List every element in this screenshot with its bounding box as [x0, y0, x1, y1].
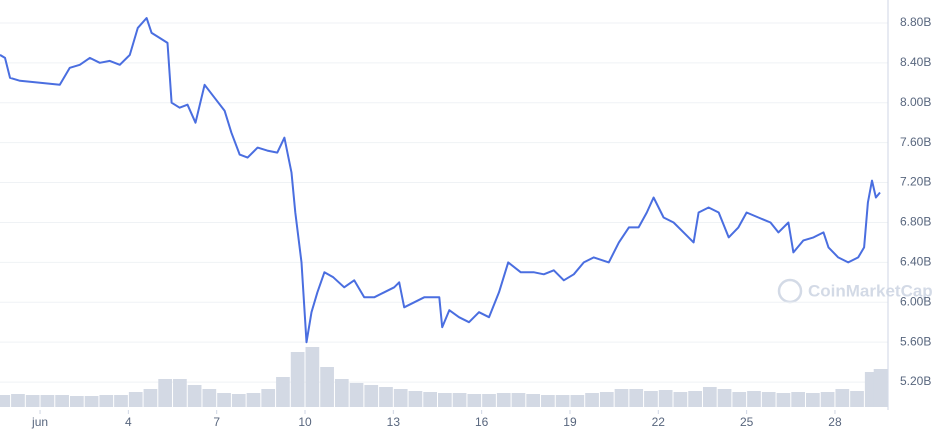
volume-bar	[452, 393, 467, 407]
volume-bar	[25, 395, 40, 407]
y-tick-label: 8.80B	[900, 15, 931, 29]
volume-bar	[364, 385, 379, 407]
volume-bar	[791, 392, 806, 407]
volume-bar	[732, 392, 747, 407]
volume-bar	[658, 390, 673, 407]
y-tick-label: 8.40B	[900, 55, 931, 69]
volume-bar	[747, 391, 761, 407]
grid	[0, 22, 888, 407]
volume-bar	[688, 391, 702, 407]
volume-bar	[84, 396, 99, 407]
volume-bar	[276, 377, 290, 407]
volume-bar	[541, 395, 555, 407]
volume-bar	[423, 392, 437, 407]
price-line	[0, 17, 881, 344]
x-tick-label: 13	[387, 415, 401, 429]
volume-bar	[217, 393, 231, 407]
volume-bar	[173, 379, 187, 407]
volume-bar	[114, 395, 128, 407]
volume-bar	[806, 393, 820, 407]
volume-bar	[437, 393, 452, 407]
x-tick-label: 10	[298, 415, 312, 429]
x-tick-label: 4	[125, 415, 132, 429]
x-tick-label: 7	[213, 415, 220, 429]
volume-bar	[526, 394, 541, 407]
volume-bar	[202, 389, 217, 407]
volume-bar	[143, 389, 158, 407]
volume-bar	[320, 367, 334, 407]
volume-bar	[482, 394, 496, 407]
volume-bar	[599, 392, 614, 407]
x-tick-label: jun	[31, 415, 48, 429]
volume-bar	[128, 392, 143, 407]
volume-bar	[702, 387, 717, 407]
volume-bar	[629, 389, 644, 407]
volume-bar	[246, 393, 261, 407]
y-tick-label: 6.40B	[900, 255, 931, 269]
y-tick-label: 7.20B	[900, 175, 931, 189]
volume-bar	[40, 395, 55, 407]
volume-bar	[379, 387, 393, 407]
y-tick-label: 6.00B	[900, 294, 931, 308]
volume-bar	[761, 392, 776, 407]
volume-bar	[820, 392, 835, 407]
volume-bar	[555, 395, 570, 407]
x-tick-label: 25	[740, 415, 754, 429]
volume-bar	[11, 394, 25, 407]
volume-bar	[0, 395, 11, 407]
volume-bar	[187, 385, 202, 407]
volume-bar	[585, 393, 599, 407]
x-tick-label: 28	[828, 415, 842, 429]
x-tick-label: 19	[563, 415, 577, 429]
volume-bar	[305, 347, 320, 407]
volume-bar	[835, 389, 850, 407]
volume-bar	[231, 394, 246, 407]
volume-bar	[334, 379, 349, 407]
y-tick-label: 5.20B	[900, 374, 931, 388]
volume-bar	[614, 389, 629, 407]
y-tick-label: 7.60B	[900, 135, 931, 149]
volume-bar	[673, 392, 688, 407]
volume-bar	[290, 352, 305, 407]
y-tick-label: 8.00B	[900, 95, 931, 109]
volume-bar	[349, 383, 364, 407]
volume-bar	[570, 395, 585, 407]
volume-bar	[644, 391, 658, 407]
volume-bar	[69, 396, 84, 407]
volume-bar	[717, 389, 732, 407]
volume-bar	[408, 391, 423, 407]
volume-bar	[496, 393, 511, 407]
x-tick-label: 22	[652, 415, 666, 429]
volume-bar	[158, 379, 173, 407]
volume-bar	[850, 391, 864, 407]
volume-bar	[511, 393, 526, 407]
volume-bar	[261, 389, 276, 407]
x-tick-label: 16	[475, 415, 489, 429]
volume-bar	[873, 369, 888, 407]
volume-bar	[99, 395, 114, 407]
volume-bar	[776, 393, 791, 407]
y-tick-label: 6.80B	[900, 215, 931, 229]
y-tick-label: 5.60B	[900, 334, 931, 348]
volume-bar	[467, 394, 482, 407]
volume-bar	[55, 395, 69, 407]
watermark-text: CoinMarketCap	[808, 281, 933, 300]
volume-bar	[393, 389, 408, 407]
